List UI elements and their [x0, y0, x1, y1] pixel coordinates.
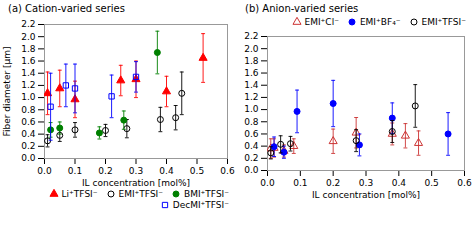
html-text:EMI⁺TFSI⁻: EMI⁺TFSI⁻	[118, 189, 163, 199]
svg-text:2.2: 2.2	[21, 19, 35, 29]
html-text:DecMI⁺TFSI⁻: DecMI⁺TFSI⁻	[172, 200, 229, 210]
svg-text:0.2: 0.2	[98, 166, 112, 176]
svg-text:0.5: 0.5	[190, 166, 204, 176]
html-text:(b) Anion-varied series: (b) Anion-varied series	[245, 3, 359, 14]
svg-text:0.4: 0.4	[244, 141, 259, 151]
html-text:Li⁺TFSI⁻: Li⁺TFSI⁻	[61, 189, 98, 199]
svg-text:1.0: 1.0	[244, 104, 259, 114]
svg-text:1.4: 1.4	[21, 68, 36, 78]
svg-text:2.0: 2.0	[244, 44, 259, 54]
svg-text:1.6: 1.6	[21, 56, 36, 66]
svg-text:1.6: 1.6	[244, 68, 259, 78]
svg-text:0.0: 0.0	[244, 165, 259, 175]
svg-text:0.5: 0.5	[425, 178, 439, 188]
html-text:(a) Cation-varied series: (a) Cation-varied series	[8, 3, 125, 14]
svg-text:0.6: 0.6	[244, 129, 259, 139]
svg-text:IL concentration [mol%]: IL concentration [mol%]	[82, 178, 190, 188]
svg-text:0.4: 0.4	[392, 178, 407, 188]
svg-text:0.4: 0.4	[21, 129, 36, 139]
svg-text:1.4: 1.4	[244, 80, 259, 90]
svg-text:0.2: 0.2	[326, 178, 340, 188]
html-text:EMI⁺TFSI⁻: EMI⁺TFSI⁻	[421, 17, 466, 27]
svg-text:0.0: 0.0	[260, 178, 275, 188]
svg-text:1.2: 1.2	[21, 80, 35, 90]
svg-text:0.0: 0.0	[21, 153, 36, 163]
svg-text:1.8: 1.8	[244, 56, 259, 66]
svg-text:0.2: 0.2	[244, 153, 258, 163]
svg-text:0.6: 0.6	[457, 178, 472, 188]
html-text:BMI⁺TFSI⁻: BMI⁺TFSI⁻	[184, 189, 229, 199]
svg-text:0.8: 0.8	[244, 117, 259, 127]
svg-text:0.6: 0.6	[21, 117, 36, 127]
svg-text:IL concentration [mol%]: IL concentration [mol%]	[312, 190, 420, 200]
html-text:EMI⁺BF₄⁻: EMI⁺BF₄⁻	[359, 17, 401, 27]
svg-text:0.3: 0.3	[359, 178, 373, 188]
svg-text:1.8: 1.8	[21, 44, 36, 54]
svg-text:0.6: 0.6	[220, 166, 235, 176]
svg-text:1.2: 1.2	[244, 92, 258, 102]
svg-text:0.1: 0.1	[293, 178, 307, 188]
svg-text:0.3: 0.3	[129, 166, 143, 176]
svg-text:0.2: 0.2	[21, 141, 35, 151]
svg-text:2.0: 2.0	[21, 32, 36, 42]
svg-text:0.0: 0.0	[37, 166, 52, 176]
svg-text:0.8: 0.8	[21, 105, 36, 115]
svg-text:Fiber diameter [μm]: Fiber diameter [μm]	[2, 46, 12, 136]
svg-text:0.1: 0.1	[68, 166, 82, 176]
svg-text:2.2: 2.2	[244, 31, 258, 41]
html-text:EMI⁺Cl⁻: EMI⁺Cl⁻	[304, 17, 339, 27]
svg-text:0.4: 0.4	[159, 166, 174, 176]
svg-text:1.0: 1.0	[21, 92, 36, 102]
